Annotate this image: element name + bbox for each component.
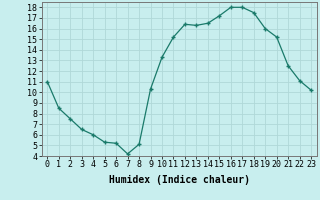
X-axis label: Humidex (Indice chaleur): Humidex (Indice chaleur) (109, 175, 250, 185)
